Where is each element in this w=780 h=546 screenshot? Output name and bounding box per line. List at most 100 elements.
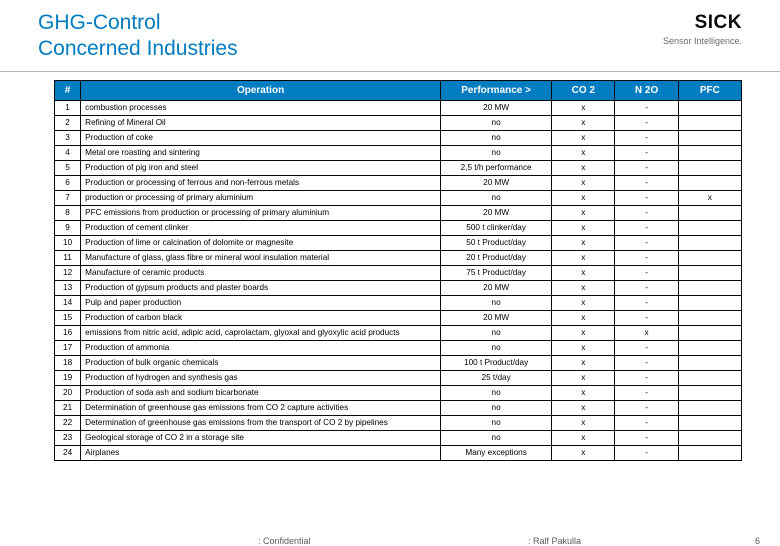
table-row: 20Production of soda ash and sodium bica…: [55, 385, 742, 400]
cell-pfc: [678, 295, 741, 310]
cell-n2o: -: [615, 145, 678, 160]
title-line-1: GHG-Control: [38, 11, 161, 34]
cell-number: 18: [55, 355, 81, 370]
cell-pfc: [678, 445, 741, 460]
table-container: # Operation Performance > CO 2 N 2O PFC …: [0, 72, 780, 461]
cell-pfc: [678, 220, 741, 235]
cell-co2: x: [552, 430, 615, 445]
cell-pfc: [678, 130, 741, 145]
cell-n2o: -: [615, 340, 678, 355]
cell-pfc: [678, 250, 741, 265]
cell-operation: Manufacture of ceramic products: [81, 265, 441, 280]
cell-performance: no: [441, 430, 552, 445]
cell-n2o: -: [615, 115, 678, 130]
cell-co2: x: [552, 115, 615, 130]
cell-pfc: [678, 235, 741, 250]
cell-operation: Production of carbon black: [81, 310, 441, 325]
cell-performance: no: [441, 115, 552, 130]
logo-tagline: Sensor Intelligence.: [663, 36, 742, 46]
table-row: 6Production or processing of ferrous and…: [55, 175, 742, 190]
cell-co2: x: [552, 400, 615, 415]
cell-number: 1: [55, 100, 81, 115]
table-row: 13Production of gypsum products and plas…: [55, 280, 742, 295]
cell-number: 17: [55, 340, 81, 355]
cell-operation: Production of ammonia: [81, 340, 441, 355]
cell-number: 24: [55, 445, 81, 460]
col-pfc: PFC: [678, 80, 741, 100]
cell-performance: 2,5 t/h performance: [441, 160, 552, 175]
cell-number: 6: [55, 175, 81, 190]
table-row: 17Production of ammonianox-: [55, 340, 742, 355]
cell-pfc: [678, 145, 741, 160]
table-row: 9Production of cement clinker500 t clink…: [55, 220, 742, 235]
cell-co2: x: [552, 325, 615, 340]
cell-number: 9: [55, 220, 81, 235]
table-row: 24AirplanesMany exceptionsx-: [55, 445, 742, 460]
cell-operation: Refining of Mineral Oil: [81, 115, 441, 130]
col-number: #: [55, 80, 81, 100]
cell-pfc: [678, 310, 741, 325]
table-row: 12Manufacture of ceramic products75 t Pr…: [55, 265, 742, 280]
cell-pfc: x: [678, 190, 741, 205]
cell-operation: Production of soda ash and sodium bicarb…: [81, 385, 441, 400]
cell-co2: x: [552, 265, 615, 280]
table-body: 1combustion processes20 MWx-2Refining of…: [55, 100, 742, 460]
cell-operation: Manufacture of glass, glass fibre or min…: [81, 250, 441, 265]
cell-co2: x: [552, 415, 615, 430]
cell-co2: x: [552, 160, 615, 175]
cell-co2: x: [552, 355, 615, 370]
table-row: 22Determination of greenhouse gas emissi…: [55, 415, 742, 430]
cell-operation: Determination of greenhouse gas emission…: [81, 415, 441, 430]
cell-pfc: [678, 370, 741, 385]
cell-operation: Production or processing of ferrous and …: [81, 175, 441, 190]
cell-performance: no: [441, 295, 552, 310]
cell-number: 4: [55, 145, 81, 160]
cell-pfc: [678, 100, 741, 115]
cell-n2o: -: [615, 445, 678, 460]
cell-number: 2: [55, 115, 81, 130]
cell-operation: Production of hydrogen and synthesis gas: [81, 370, 441, 385]
table-row: 7production or processing of primary alu…: [55, 190, 742, 205]
cell-performance: 500 t clinker/day: [441, 220, 552, 235]
cell-number: 20: [55, 385, 81, 400]
cell-co2: x: [552, 100, 615, 115]
cell-operation: Production of pig iron and steel: [81, 160, 441, 175]
cell-number: 14: [55, 295, 81, 310]
table-row: 15Production of carbon black20 MWx-: [55, 310, 742, 325]
table-header-row: # Operation Performance > CO 2 N 2O PFC: [55, 80, 742, 100]
cell-co2: x: [552, 130, 615, 145]
cell-n2o: -: [615, 310, 678, 325]
cell-pfc: [678, 415, 741, 430]
cell-n2o: -: [615, 160, 678, 175]
table-row: 8PFC emissions from production or proces…: [55, 205, 742, 220]
cell-pfc: [678, 325, 741, 340]
cell-performance: no: [441, 190, 552, 205]
cell-pfc: [678, 430, 741, 445]
cell-performance: Many exceptions: [441, 445, 552, 460]
cell-co2: x: [552, 445, 615, 460]
cell-n2o: -: [615, 385, 678, 400]
table-row: 10Production of lime or calcination of d…: [55, 235, 742, 250]
footer-author: : Ralf Pakulla: [528, 536, 581, 546]
cell-number: 21: [55, 400, 81, 415]
cell-performance: 50 t Product/day: [441, 235, 552, 250]
cell-number: 7: [55, 190, 81, 205]
cell-performance: no: [441, 130, 552, 145]
cell-performance: 20 MW: [441, 205, 552, 220]
table-row: 4Metal ore roasting and sinteringnox-: [55, 145, 742, 160]
col-co2: CO 2: [552, 80, 615, 100]
cell-performance: no: [441, 385, 552, 400]
footer-confidential: : Confidential: [258, 536, 311, 546]
col-n2o: N 2O: [615, 80, 678, 100]
cell-operation: Metal ore roasting and sintering: [81, 145, 441, 160]
table-row: 14Pulp and paper productionnox-: [55, 295, 742, 310]
cell-n2o: -: [615, 250, 678, 265]
cell-operation: production or processing of primary alum…: [81, 190, 441, 205]
cell-number: 19: [55, 370, 81, 385]
cell-co2: x: [552, 220, 615, 235]
logo-block: SICK Sensor Intelligence.: [663, 10, 742, 46]
cell-n2o: -: [615, 235, 678, 250]
cell-n2o: -: [615, 295, 678, 310]
cell-operation: emissions from nitric acid, adipic acid,…: [81, 325, 441, 340]
cell-n2o: -: [615, 280, 678, 295]
